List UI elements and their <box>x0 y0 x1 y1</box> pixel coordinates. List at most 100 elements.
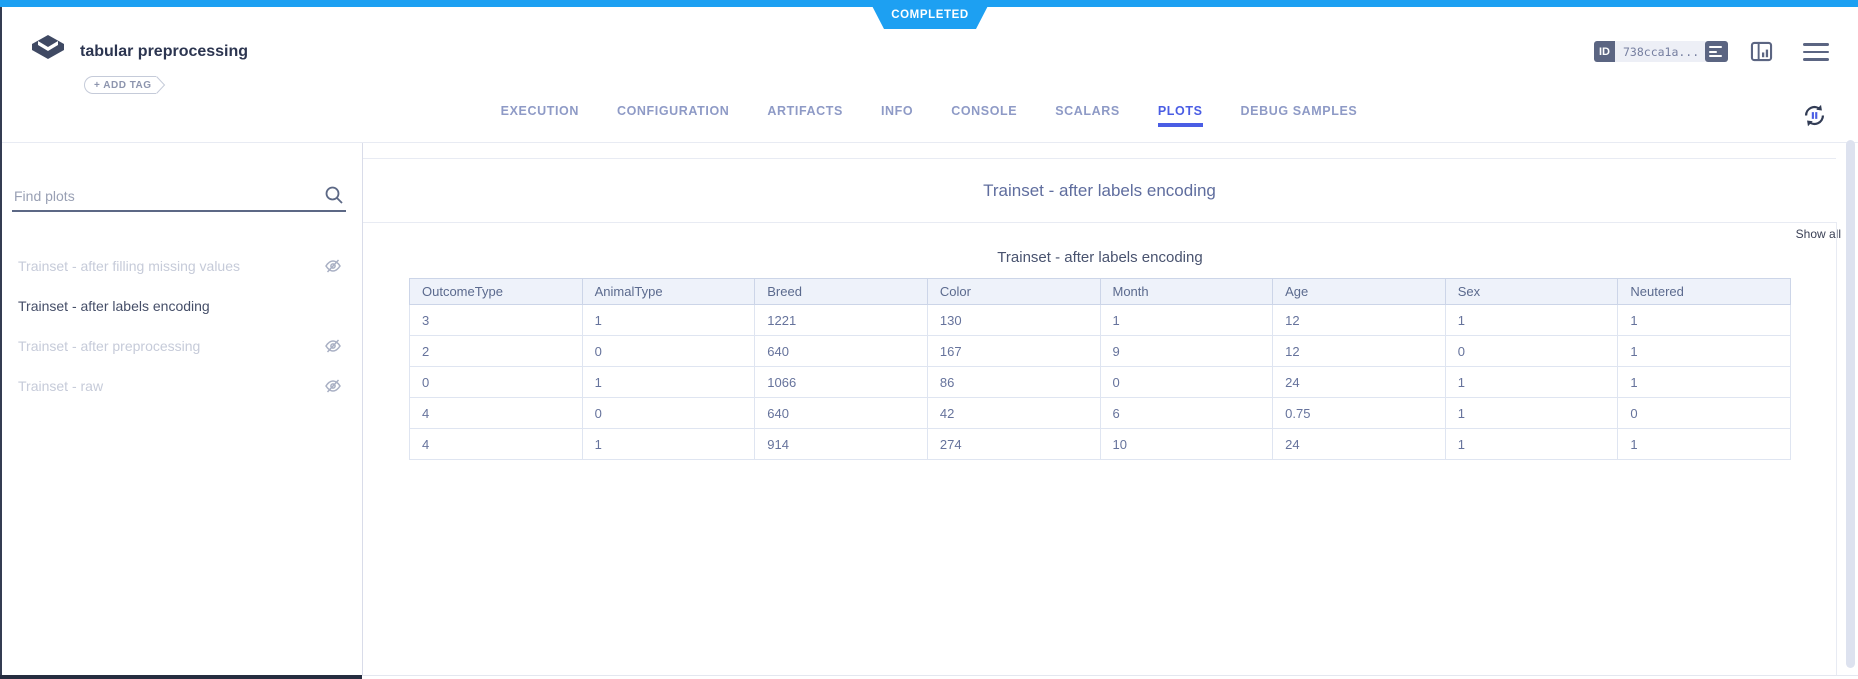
column-header-color: Color <box>926 278 1101 305</box>
eye-off-icon[interactable] <box>324 337 342 360</box>
plot-list-item-trainset-after-preprocessing[interactable]: Trainset - after preprocessing <box>0 326 362 366</box>
plot-item-label: Trainset - after preprocessing <box>18 338 201 354</box>
table-cell: 130 <box>926 304 1101 336</box>
table-cell: 1 <box>1617 366 1791 398</box>
add-tag-button[interactable]: + ADD TAG <box>84 76 166 94</box>
plot-item-label: Trainset - after labels encoding <box>18 298 210 314</box>
tab-bar: EXECUTION CONFIGURATION ARTIFACTS INFO CONSO… <box>0 104 1858 132</box>
table-cell: 4 <box>409 397 583 429</box>
eye-off-icon[interactable] <box>324 257 342 280</box>
table-cell: 1 <box>1444 397 1619 429</box>
table-cell: 0 <box>581 397 756 429</box>
auto-refresh-icon[interactable] <box>1801 102 1828 134</box>
status-label: COMPLETED <box>891 8 969 21</box>
table-cell: 0 <box>581 335 756 367</box>
show-all-link[interactable]: Show all <box>1795 227 1841 241</box>
experiment-id-chip[interactable]: ID 738cca1a... <box>1594 41 1708 62</box>
table-cell: 1 <box>581 304 756 336</box>
status-badge: COMPLETED <box>869 0 991 29</box>
tab-execution[interactable]: EXECUTION <box>500 104 579 118</box>
sidebar-divider <box>362 143 363 675</box>
plot-table-container: OutcomeType AnimalType Breed Color Month Age S… <box>409 278 1791 460</box>
experiment-type-icon <box>30 33 66 70</box>
plot-inner-title: Trainset - after labels encoding <box>997 249 1203 266</box>
table-cell: 640 <box>754 397 928 429</box>
table-cell: 86 <box>926 366 1101 398</box>
table-cell: 1 <box>1099 304 1274 336</box>
table-cell: 12 <box>1272 335 1446 367</box>
tab-configuration[interactable]: CONFIGURATION <box>616 104 730 118</box>
table-cell: 24 <box>1272 428 1446 460</box>
table-cell: 0 <box>1444 335 1619 367</box>
column-header-outcometype: OutcomeType <box>409 278 583 305</box>
column-header-animaltype: AnimalType <box>581 278 756 305</box>
table-cell: 12 <box>1272 304 1446 336</box>
column-header-month: Month <box>1099 278 1274 305</box>
table-cell: 1 <box>1444 428 1619 460</box>
plot-search <box>12 183 346 212</box>
table-cell: 9 <box>1099 335 1274 367</box>
table-cell: 1221 <box>754 304 928 336</box>
table-cell: 0 <box>409 366 583 398</box>
search-icon <box>324 185 344 210</box>
plot-list-item-trainset-raw[interactable]: Trainset - raw <box>0 366 362 406</box>
table-cell: 1 <box>581 366 756 398</box>
details-view-icon[interactable] <box>1705 41 1728 62</box>
table-cell: 167 <box>926 335 1101 367</box>
table-cell: 1 <box>1444 366 1619 398</box>
table-cell: 2 <box>409 335 583 367</box>
column-header-age: Age <box>1272 278 1446 305</box>
table-cell: 3 <box>409 304 583 336</box>
column-header-neutered: Neutered <box>1617 278 1791 305</box>
id-badge: ID <box>1594 41 1615 62</box>
column-header-breed: Breed <box>754 278 928 305</box>
panel-bottom-border <box>362 675 1858 676</box>
table-cell: 0 <box>1099 366 1274 398</box>
panel-title-divider <box>363 222 1836 223</box>
panel-top-border <box>363 158 1836 159</box>
plot-list-item-trainset-after-filling-missing-values[interactable]: Trainset - after filling missing values <box>0 246 362 286</box>
tag-chevron-icon <box>155 76 165 94</box>
table-cell: 1 <box>1444 304 1619 336</box>
tab-info[interactable]: INFO <box>880 104 914 118</box>
results-panel-icon[interactable] <box>1750 41 1773 67</box>
plot-list: Trainset - after filling missing values T… <box>0 246 362 406</box>
panel-right-border <box>1836 222 1837 675</box>
tab-plots[interactable]: PLOTS <box>1157 104 1203 132</box>
tab-scalars[interactable]: SCALARS <box>1055 104 1120 118</box>
table-cell: 274 <box>926 428 1101 460</box>
menu-icon[interactable] <box>1803 41 1829 61</box>
search-input[interactable] <box>12 183 316 209</box>
table-cell: 24 <box>1272 366 1446 398</box>
experiment-title: tabular preprocessing <box>80 43 249 60</box>
table-cell: 10 <box>1099 428 1274 460</box>
table-cell: 0 <box>1617 397 1791 429</box>
add-tag-label: + ADD TAG <box>84 76 156 94</box>
panel-title: Trainset - after labels encoding <box>983 181 1216 200</box>
table-cell: 1 <box>1617 428 1791 460</box>
column-header-sex: Sex <box>1444 278 1619 305</box>
table-cell: 6 <box>1099 397 1274 429</box>
tab-console[interactable]: CONSOLE <box>951 104 1018 118</box>
tab-debug-samples[interactable]: DEBUG SAMPLES <box>1240 104 1358 118</box>
table-row: 2 0 640 167 9 12 0 1 <box>409 335 1791 367</box>
plot-item-label: Trainset - after filling missing values <box>18 258 241 274</box>
table-cell: 914 <box>754 428 928 460</box>
table-cell: 1 <box>1617 335 1791 367</box>
table-cell: 1066 <box>754 366 928 398</box>
table-row: 0 1 1066 86 0 24 1 1 <box>409 366 1791 398</box>
plot-item-label: Trainset - raw <box>18 378 104 394</box>
table-cell: 1 <box>1617 304 1791 336</box>
table-cell: 1 <box>581 428 756 460</box>
table-cell: 42 <box>926 397 1101 429</box>
table-row: 4 0 640 42 6 0.75 1 0 <box>409 397 1791 429</box>
eye-off-icon[interactable] <box>324 377 342 400</box>
plot-table: OutcomeType AnimalType Breed Color Month Age S… <box>409 278 1791 460</box>
app-left-edge <box>0 7 2 679</box>
plot-list-item-trainset-after-labels-encoding[interactable]: Trainset - after labels encoding <box>0 286 362 326</box>
tab-artifacts[interactable]: ARTIFACTS <box>767 104 843 118</box>
table-cell: 640 <box>754 335 928 367</box>
table-header-row: OutcomeType AnimalType Breed Color Month Age S… <box>409 278 1791 305</box>
vertical-scrollbar[interactable] <box>1846 140 1855 668</box>
